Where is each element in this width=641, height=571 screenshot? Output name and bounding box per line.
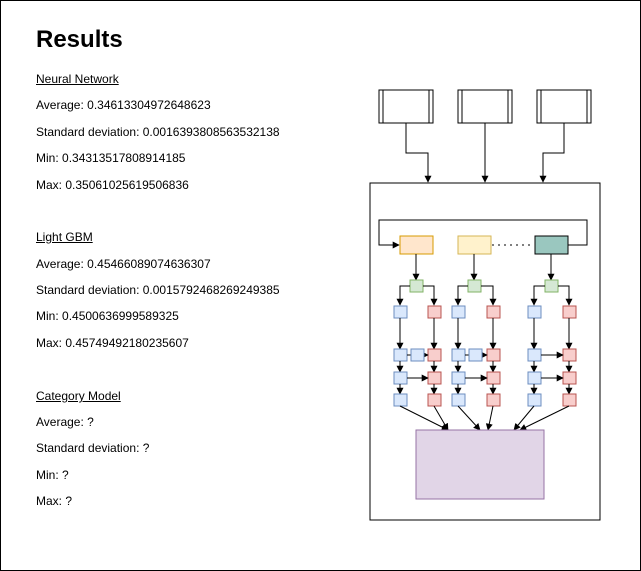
output-block [415, 429, 545, 500]
node-red [562, 305, 577, 319]
stat-label: Standard deviation: [36, 125, 143, 139]
stat-label: Max: [36, 494, 66, 508]
node-blue [393, 393, 408, 407]
node-blue [527, 371, 542, 385]
stat-value: ? [142, 441, 150, 455]
stat-standard-deviation: Standard deviation: 0.001579246826924938… [36, 283, 280, 297]
stat-label: Max: [36, 336, 66, 350]
node-blue [393, 305, 408, 319]
stat-label: Min: [36, 151, 63, 165]
stat-standard-deviation: Standard deviation: ? [36, 441, 149, 455]
stat-max: Max: ? [36, 494, 72, 508]
converge-link [433, 405, 449, 431]
branch-left [454, 285, 468, 306]
stat-value: 0.45466089074636307 [87, 257, 211, 271]
node-blue [451, 371, 466, 385]
node-red [486, 305, 501, 319]
stat-value: 0.35061025619506836 [65, 178, 189, 192]
page-title: Results [36, 26, 123, 53]
branch-right [423, 285, 438, 306]
section-heading-neural-network: Neural Network [36, 72, 119, 86]
branch-left [396, 285, 410, 306]
stat-value: ? [65, 494, 73, 508]
stat-min: Min: 0.4500636999589325 [36, 309, 179, 323]
stat-max: Max: 0.35061025619506836 [36, 178, 189, 192]
stat-standard-deviation: Standard deviation: 0.001639380856353213… [36, 125, 280, 139]
section-heading-light-gbm: Light GBM [36, 230, 93, 244]
converge-link [399, 405, 449, 431]
input-connector-1 [405, 123, 432, 183]
stat-max: Max: 0.45749492180235607 [36, 336, 189, 350]
stat-label: Average: [36, 257, 88, 271]
stat-min: Min: ? [36, 468, 69, 482]
node-blue [468, 348, 483, 362]
section-heading-category-model: Category Model [36, 389, 121, 403]
converge-link [485, 405, 494, 431]
node-red [486, 371, 501, 385]
stat-label: Standard deviation: [36, 283, 143, 297]
input-block-3 [536, 89, 592, 124]
node-blue [451, 393, 466, 407]
node-red [427, 305, 442, 319]
branch-right [481, 285, 497, 306]
node-red [562, 371, 577, 385]
stat-label: Average: [36, 415, 88, 429]
node-green [409, 279, 424, 293]
node-red [562, 393, 577, 407]
node-blue [527, 393, 542, 407]
node-teal [534, 235, 569, 255]
converge-link [513, 405, 535, 431]
node-red [486, 393, 501, 407]
input-block-1 [378, 89, 434, 124]
node-red [427, 348, 442, 362]
node-red [427, 393, 442, 407]
stat-value: 0.4500636999589325 [62, 309, 179, 323]
stat-value: ? [87, 415, 94, 429]
stat-value: 0.0016393808563532138 [142, 125, 280, 139]
converge-link [519, 405, 570, 431]
node-yellow [457, 235, 492, 255]
node-orange [399, 235, 434, 255]
stat-min: Min: 0.34313517808914185 [36, 151, 185, 165]
node-red [427, 371, 442, 385]
node-blue [410, 348, 425, 362]
stat-value: 0.0015792468269249385 [142, 283, 280, 297]
converge-link [457, 405, 481, 431]
branch-right [558, 285, 573, 306]
stat-value: 0.34313517808914185 [62, 151, 186, 165]
stat-value: 0.45749492180235607 [65, 336, 189, 350]
stat-value: ? [62, 468, 69, 482]
node-blue [451, 305, 466, 319]
feedback-loop [378, 219, 588, 249]
stat-average: Average: 0.45466089074636307 [36, 257, 211, 271]
input-block-2 [457, 89, 513, 124]
node-blue [451, 348, 466, 362]
node-blue [527, 305, 542, 319]
stat-label: Min: [36, 468, 63, 482]
stat-value: 0.34613304972648623 [87, 98, 211, 112]
stat-average: Average: ? [36, 415, 94, 429]
stat-label: Min: [36, 309, 63, 323]
stat-label: Standard deviation: [36, 441, 143, 455]
node-green [544, 279, 559, 293]
node-red [486, 348, 501, 362]
node-blue [393, 348, 408, 362]
branch-left [530, 285, 545, 306]
stat-label: Average: [36, 98, 88, 112]
node-red [562, 348, 577, 362]
node-green [467, 279, 482, 293]
stat-average: Average: 0.34613304972648623 [36, 98, 211, 112]
input-connector-3 [539, 123, 565, 183]
node-blue [393, 371, 408, 385]
stat-label: Max: [36, 178, 66, 192]
node-blue [527, 348, 542, 362]
